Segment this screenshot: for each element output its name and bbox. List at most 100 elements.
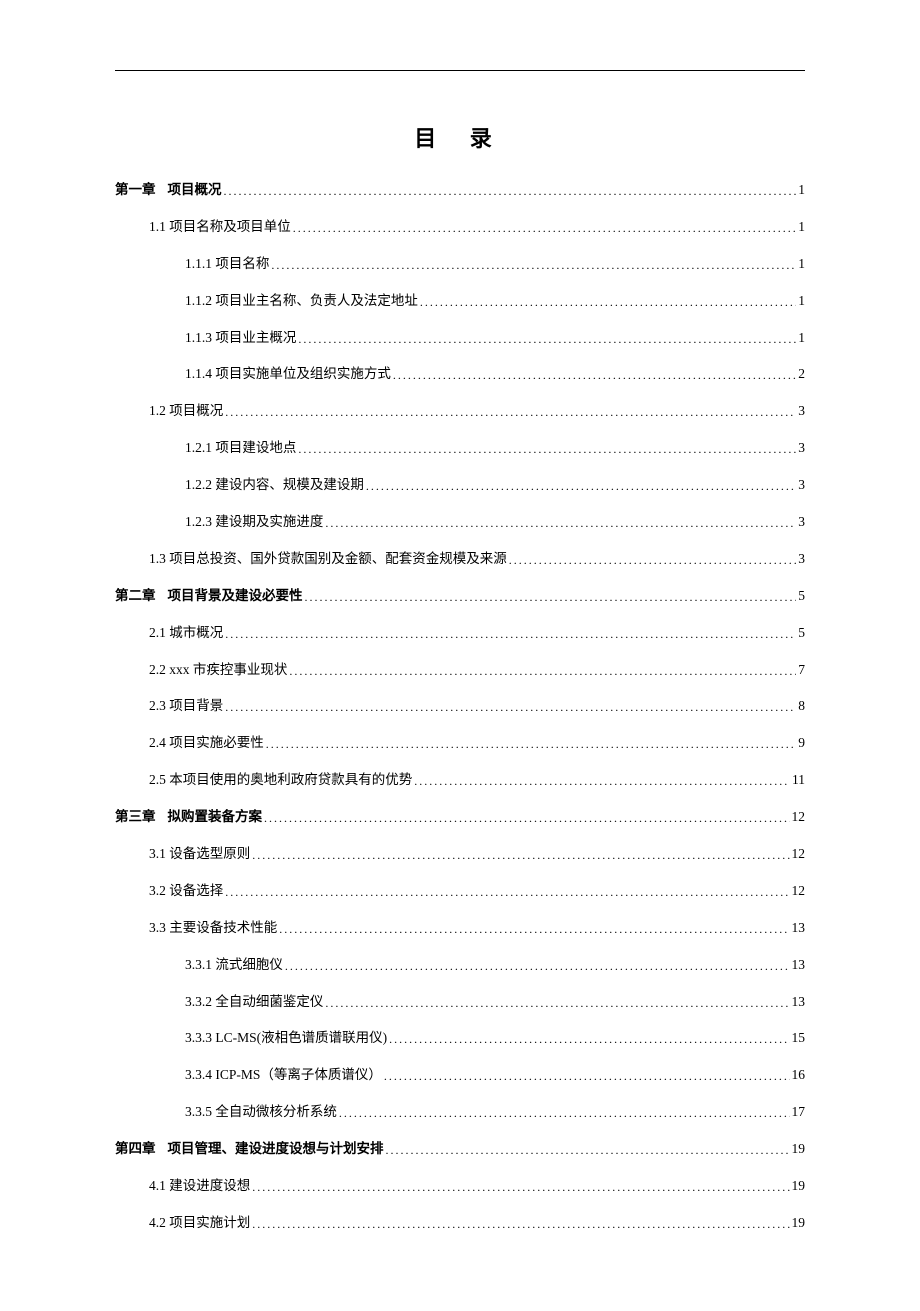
toc-leader-dots — [414, 773, 790, 790]
toc-leader-dots — [393, 367, 796, 384]
toc-entry: 4.1 建设进度设想19 — [149, 1177, 805, 1196]
toc-label: 3.1 设备选型原则 — [149, 845, 250, 864]
toc-title: 目 录 — [115, 121, 805, 153]
toc-page-number: 5 — [798, 587, 805, 606]
toc-leader-dots — [509, 552, 797, 569]
toc-leader-dots — [271, 257, 796, 274]
toc-page-number: 19 — [792, 1214, 806, 1233]
toc-entry: 2.4 项目实施必要性 9 — [149, 734, 805, 753]
toc-leader-dots — [225, 699, 796, 716]
toc-leader-dots — [420, 294, 796, 311]
toc-entry: 1.2.3 建设期及实施进度 3 — [185, 513, 805, 532]
toc-entry: 1.1.3 项目业主概况1 — [185, 329, 805, 348]
toc-entry: 2.2 xxx 市疾控事业现状7 — [149, 661, 805, 680]
toc-page-number: 3 — [798, 402, 805, 421]
toc-page-number: 3 — [798, 476, 805, 495]
toc-leader-dots — [264, 810, 790, 827]
toc-label: 3.3.1 流式细胞仪 — [185, 956, 283, 975]
toc-page-number: 13 — [792, 956, 806, 975]
toc-label: 项目概况 — [168, 181, 222, 200]
toc-label: 1.2.3 建设期及实施进度 — [185, 513, 323, 532]
toc-entry: 2.3 项目背景 8 — [149, 697, 805, 716]
toc-entry: 1.1.4 项目实施单位及组织实施方式2 — [185, 365, 805, 384]
toc-leader-dots — [252, 847, 789, 864]
toc-label: 3.2 设备选择 — [149, 882, 223, 901]
toc-entry: 1.2 项目概况 3 — [149, 402, 805, 421]
toc-entry: 1.1 项目名称及项目单位 1 — [149, 218, 805, 237]
toc-label: 1.1.1 项目名称 — [185, 255, 269, 274]
toc-entry: 2.5 本项目使用的奥地利政府贷款具有的优势11 — [149, 771, 805, 790]
toc-page-number: 17 — [792, 1103, 806, 1122]
toc-entry: 3.1 设备选型原则12 — [149, 845, 805, 864]
toc-label: 1.3 项目总投资、国外贷款国别及金额、配套资金规模及来源 — [149, 550, 507, 569]
toc-label: 1.1 项目名称及项目单位 — [149, 218, 291, 237]
toc-page-number: 3 — [798, 513, 805, 532]
toc-leader-dots — [325, 515, 796, 532]
toc-leader-dots — [298, 331, 796, 348]
toc-page-number: 1 — [798, 218, 805, 237]
toc-chapter-prefix: 第四章 — [115, 1140, 156, 1159]
toc-leader-dots — [386, 1142, 790, 1159]
toc-label: 1.2.2 建设内容、规模及建设期 — [185, 476, 364, 495]
toc-label: 1.1.2 项目业主名称、负责人及法定地址 — [185, 292, 418, 311]
toc-entry: 1.2.1 项目建设地点3 — [185, 439, 805, 458]
toc-list: 第一章项目概况11.1 项目名称及项目单位11.1.1 项目名称11.1.2 项… — [115, 181, 805, 1233]
toc-entry: 1.2.2 建设内容、规模及建设期 3 — [185, 476, 805, 495]
toc-chapter-prefix: 第二章 — [115, 587, 156, 606]
toc-leader-dots — [325, 995, 789, 1012]
toc-page-number: 16 — [792, 1066, 806, 1085]
toc-entry: 2.1 城市概况5 — [149, 624, 805, 643]
toc-entry: 1.1.2 项目业主名称、负责人及法定地址 1 — [185, 292, 805, 311]
toc-leader-dots — [225, 626, 796, 643]
toc-leader-dots — [289, 663, 796, 680]
header-rule — [115, 70, 805, 71]
toc-label: 4.1 建设进度设想 — [149, 1177, 250, 1196]
toc-entry: 第三章拟购置装备方案12 — [115, 808, 805, 827]
toc-page-number: 1 — [798, 255, 805, 274]
toc-label: 项目背景及建设必要性 — [168, 587, 303, 606]
toc-label: 1.2.1 项目建设地点 — [185, 439, 296, 458]
toc-page-number: 1 — [798, 292, 805, 311]
toc-leader-dots — [224, 183, 797, 200]
toc-page-number: 9 — [798, 734, 805, 753]
toc-entry: 3.3.3 LC-MS(液相色谱质谱联用仪)15 — [185, 1029, 805, 1048]
toc-leader-dots — [252, 1179, 789, 1196]
toc-label: 3.3.2 全自动细菌鉴定仪 — [185, 993, 323, 1012]
toc-entry: 第四章项目管理、建设进度设想与计划安排19 — [115, 1140, 805, 1159]
toc-leader-dots — [225, 884, 789, 901]
toc-entry: 3.3.2 全自动细菌鉴定仪 13 — [185, 993, 805, 1012]
toc-entry: 4.2 项目实施计划 19 — [149, 1214, 805, 1233]
toc-entry: 第二章项目背景及建设必要性 5 — [115, 587, 805, 606]
toc-page-number: 1 — [798, 181, 805, 200]
toc-page-number: 8 — [798, 697, 805, 716]
toc-label: 1.2 项目概况 — [149, 402, 223, 421]
toc-entry: 3.3.4 ICP-MS（等离子体质谱仪）16 — [185, 1066, 805, 1085]
toc-page-number: 12 — [792, 808, 806, 827]
toc-leader-dots — [298, 441, 796, 458]
toc-label: 4.2 项目实施计划 — [149, 1214, 250, 1233]
toc-page-number: 1 — [798, 329, 805, 348]
toc-page-number: 19 — [792, 1140, 806, 1159]
toc-leader-dots — [293, 220, 797, 237]
toc-label: 2.1 城市概况 — [149, 624, 223, 643]
toc-entry: 3.3.5 全自动微核分析系统 17 — [185, 1103, 805, 1122]
toc-page-number: 13 — [792, 993, 806, 1012]
toc-page-number: 13 — [792, 919, 806, 938]
page-container: 目 录 第一章项目概况11.1 项目名称及项目单位11.1.1 项目名称11.1… — [0, 0, 920, 1311]
toc-leader-dots — [389, 1031, 789, 1048]
toc-entry: 第一章项目概况1 — [115, 181, 805, 200]
toc-label: 1.1.4 项目实施单位及组织实施方式 — [185, 365, 391, 384]
toc-leader-dots — [339, 1105, 790, 1122]
toc-leader-dots — [384, 1068, 790, 1085]
toc-label: 2.3 项目背景 — [149, 697, 223, 716]
toc-label: 2.2 xxx 市疾控事业现状 — [149, 661, 287, 680]
toc-leader-dots — [266, 736, 797, 753]
toc-entry: 3.3.1 流式细胞仪 13 — [185, 956, 805, 975]
toc-leader-dots — [305, 589, 797, 606]
toc-entry: 1.1.1 项目名称 1 — [185, 255, 805, 274]
toc-label: 3.3.5 全自动微核分析系统 — [185, 1103, 337, 1122]
toc-leader-dots — [252, 1216, 789, 1233]
toc-leader-dots — [225, 404, 796, 421]
toc-label: 2.4 项目实施必要性 — [149, 734, 264, 753]
toc-label: 3.3.3 LC-MS(液相色谱质谱联用仪) — [185, 1029, 387, 1048]
